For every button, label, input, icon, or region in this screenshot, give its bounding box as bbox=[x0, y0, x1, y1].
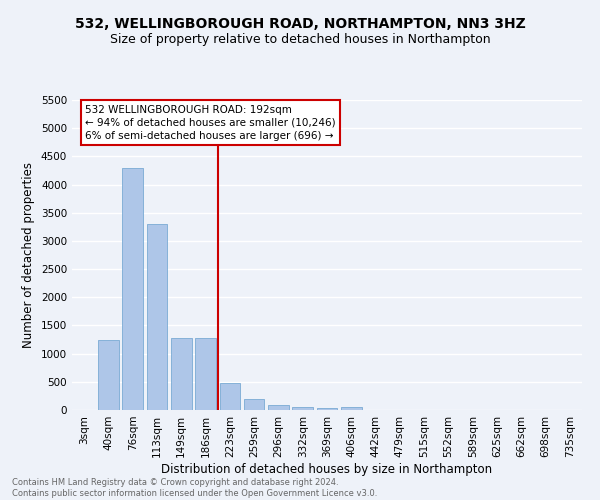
Y-axis label: Number of detached properties: Number of detached properties bbox=[22, 162, 35, 348]
Text: Distribution of detached houses by size in Northampton: Distribution of detached houses by size … bbox=[161, 462, 493, 475]
Bar bbox=[292, 406, 313, 410]
Text: 532 WELLINGBOROUGH ROAD: 192sqm
← 94% of detached houses are smaller (10,246)
6%: 532 WELLINGBOROUGH ROAD: 192sqm ← 94% of… bbox=[85, 104, 336, 141]
Bar bbox=[220, 383, 240, 410]
Text: 532, WELLINGBOROUGH ROAD, NORTHAMPTON, NN3 3HZ: 532, WELLINGBOROUGH ROAD, NORTHAMPTON, N… bbox=[74, 18, 526, 32]
Bar bbox=[98, 340, 119, 410]
Text: Size of property relative to detached houses in Northampton: Size of property relative to detached ho… bbox=[110, 32, 490, 46]
Bar bbox=[317, 408, 337, 410]
Bar bbox=[146, 224, 167, 410]
Text: Contains HM Land Registry data © Crown copyright and database right 2024.
Contai: Contains HM Land Registry data © Crown c… bbox=[12, 478, 377, 498]
Bar bbox=[244, 400, 265, 410]
Bar bbox=[341, 407, 362, 410]
Bar bbox=[195, 338, 216, 410]
Bar bbox=[171, 338, 191, 410]
Bar bbox=[122, 168, 143, 410]
Bar bbox=[268, 405, 289, 410]
